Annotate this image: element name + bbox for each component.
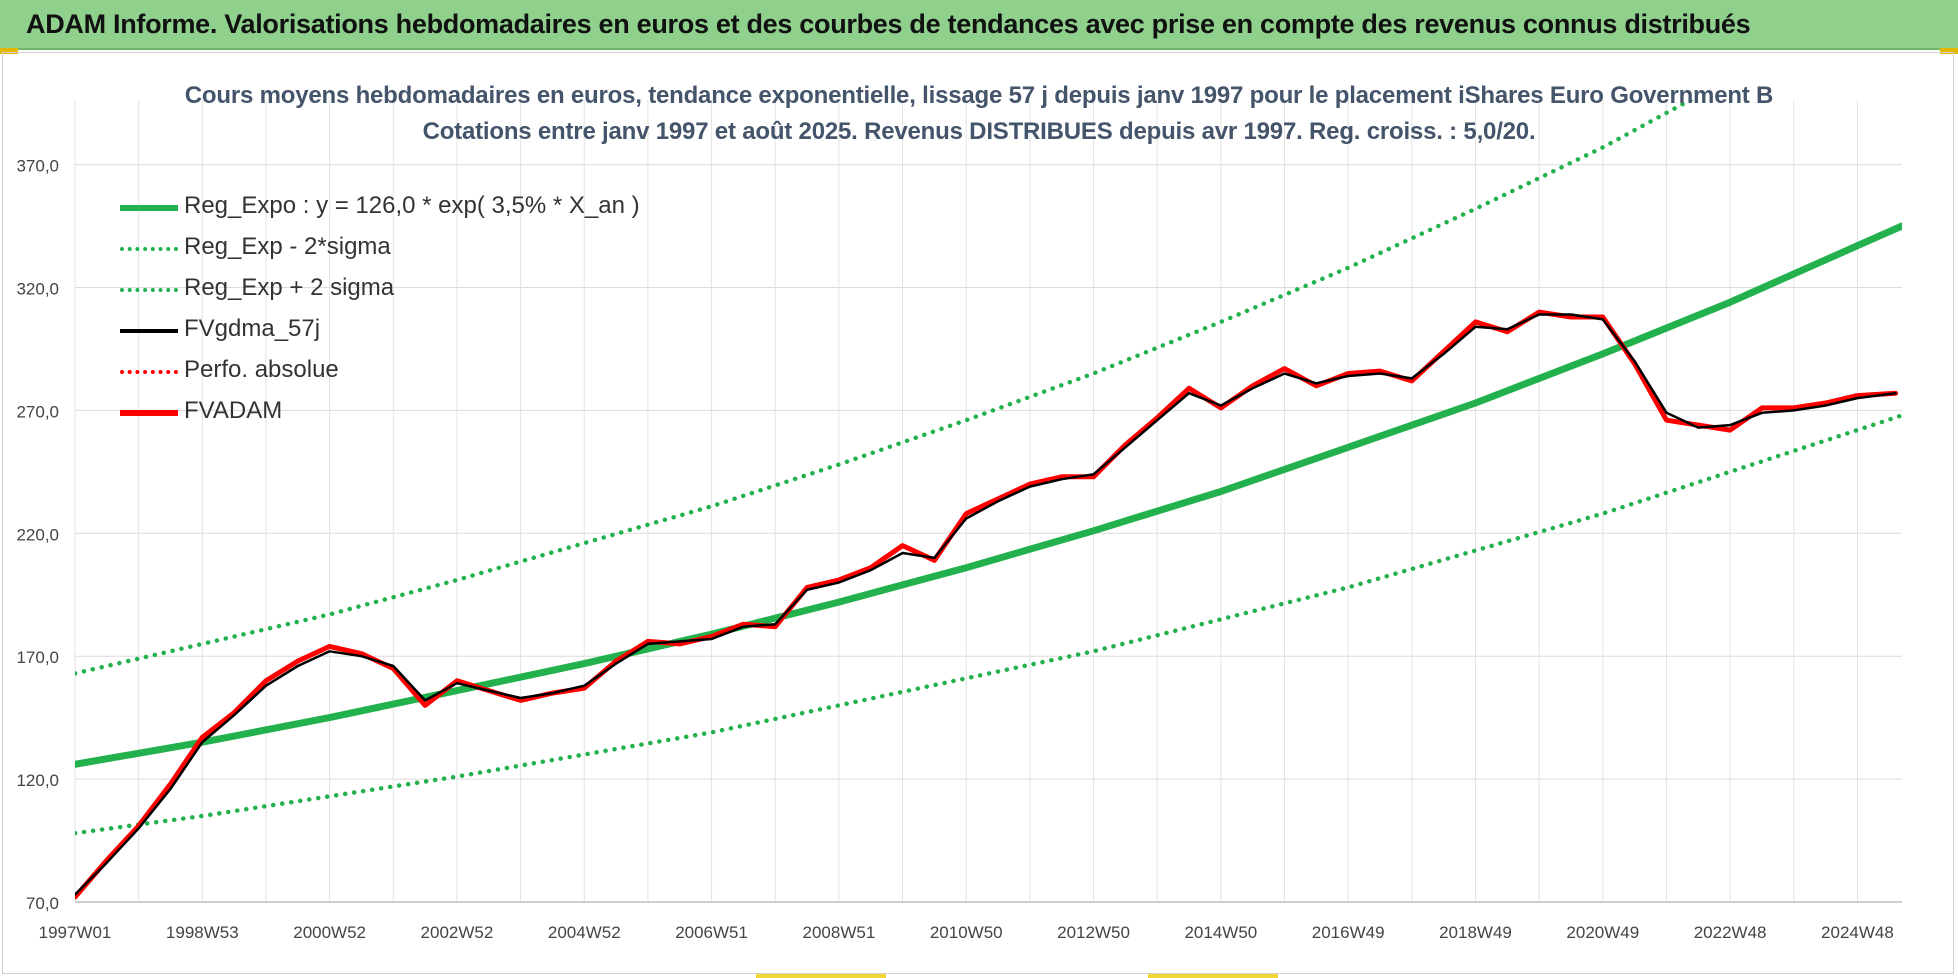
x-tick-label: 2004W52 (548, 923, 621, 942)
series-line-6 (75, 309, 1899, 900)
x-tick-label: 2000W52 (293, 923, 366, 942)
grid (74, 100, 1902, 903)
legend-swatch (120, 370, 178, 374)
x-tick-label: 2012W50 (1057, 923, 1130, 942)
bottom-marker (756, 974, 886, 978)
legend-label: Reg_Exp - 2*sigma (184, 233, 391, 260)
legend-label: Perfo. absolue (184, 356, 339, 383)
corner-marker-right (1940, 48, 1958, 54)
y-tick-label: 370,0 (16, 157, 59, 176)
x-tick-label: 2016W49 (1312, 923, 1385, 942)
y-tick-label: 270,0 (16, 402, 59, 421)
legend-swatch (120, 205, 178, 211)
x-tick-label: 1997W01 (39, 923, 112, 942)
x-tick-label: 1998W53 (166, 923, 239, 942)
legend-swatch (120, 410, 178, 416)
corner-marker-left (0, 48, 18, 54)
legend-swatch (120, 247, 178, 251)
legend-swatch (120, 329, 178, 333)
x-tick-label: 2022W48 (1694, 923, 1767, 942)
report-title: ADAM Informe. Valorisations hebdomadaire… (26, 9, 1751, 39)
chart-title: Cours moyens hebdomadaires en euros, ten… (184, 82, 1774, 109)
series-line-1 (75, 222, 1902, 768)
series-line-3 (75, 100, 1696, 676)
series-line-2 (75, 413, 1902, 836)
y-tick-label: 120,0 (16, 771, 59, 790)
chart-subtitle: Cotations entre janv 1997 et août 2025. … (422, 118, 1536, 145)
x-tick-label: 2002W52 (421, 923, 494, 942)
series-layer (75, 100, 1902, 900)
y-tick-label: 320,0 (16, 279, 59, 298)
x-tick-label: 2020W49 (1566, 923, 1639, 942)
legend-label: FVgdma_57j (184, 315, 321, 342)
legend-label: Reg_Expo : y = 126,0 * exp( 3,5% * X_an … (184, 192, 640, 219)
x-tick-label: 2010W50 (930, 923, 1003, 942)
chart-area (2, 52, 1954, 974)
report-banner: ADAM Informe. Valorisations hebdomadaire… (0, 0, 1958, 50)
y-tick-label: 170,0 (16, 648, 59, 667)
x-tick-label: 2014W50 (1184, 923, 1257, 942)
series-line-5 (75, 309, 1898, 900)
x-tick-label: 2024W48 (1821, 923, 1894, 942)
y-tick-label: 70,0 (26, 894, 59, 913)
axis-ticks: 70,0 120,0 170,0 220,0 270,0 320,0 370,0 1997W0… (16, 157, 1893, 942)
x-tick-label: 2008W51 (803, 923, 876, 942)
series-line-4 (75, 313, 1897, 896)
legend-label: Reg_Exp + 2 sigma (184, 274, 395, 301)
x-tick-label: 2006W51 (675, 923, 748, 942)
legend-label: FVADAM (184, 397, 283, 424)
y-tick-label: 220,0 (16, 525, 59, 544)
bottom-marker (1148, 974, 1278, 978)
legend-swatch (120, 288, 178, 292)
x-tick-label: 2018W49 (1439, 923, 1512, 942)
